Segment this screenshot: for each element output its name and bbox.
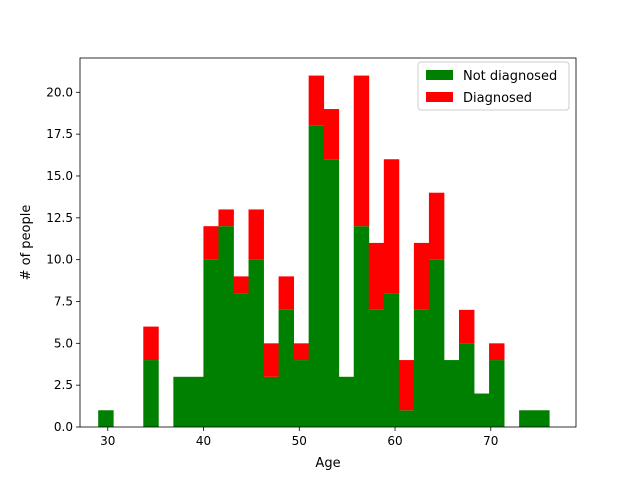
bar-not-diagnosed [398, 410, 415, 427]
axes-frame [79, 57, 577, 428]
y-tick-label: 10.0 [46, 253, 73, 267]
y-tick-label: 17.5 [46, 127, 73, 141]
bar-not-diagnosed [353, 226, 370, 427]
bar-diagnosed [278, 276, 295, 310]
bar-not-diagnosed [233, 293, 249, 427]
bar-diagnosed [293, 343, 310, 361]
y-tick-label: 15.0 [46, 169, 73, 183]
bar-not-diagnosed [248, 259, 264, 427]
x-tick-label: 70 [483, 434, 498, 448]
bar-not-diagnosed [203, 259, 219, 427]
bar-diagnosed [428, 192, 445, 260]
x-axis-ticks: 30 40 50 60 70 [100, 427, 498, 448]
bar-diagnosed [368, 242, 385, 310]
bars-layer [98, 75, 550, 427]
y-axis-label: # of people [19, 205, 34, 281]
legend-box [417, 61, 570, 111]
x-tick-label: 50 [292, 434, 307, 448]
bar-diagnosed [218, 209, 234, 227]
bar-diagnosed [383, 159, 400, 294]
bar-not-diagnosed [534, 410, 550, 427]
bar-diagnosed [203, 226, 219, 260]
x-axis-label: Age [315, 456, 340, 471]
legend-label: Diagnosed [463, 91, 532, 106]
bar-not-diagnosed [458, 343, 475, 427]
bar-diagnosed [263, 343, 279, 377]
bar-not-diagnosed [143, 360, 159, 427]
x-tick-label: 30 [100, 434, 115, 448]
bar-not-diagnosed [173, 376, 189, 427]
bar-diagnosed [323, 109, 340, 160]
bar-diagnosed [233, 276, 249, 294]
bar-not-diagnosed [278, 309, 295, 427]
bar-not-diagnosed [413, 309, 430, 427]
bar-not-diagnosed [218, 226, 234, 427]
bar-not-diagnosed [443, 360, 460, 427]
y-tick-label: 0.0 [54, 420, 73, 434]
y-axis-ticks: 0.0 2.5 5.0 7.5 10.0 12.5 15.0 17.5 20.0 [46, 85, 80, 434]
bar-diagnosed [143, 326, 159, 361]
bar-diagnosed [458, 309, 475, 344]
bar-not-diagnosed [263, 376, 279, 427]
bar-not-diagnosed [519, 410, 535, 427]
bar-not-diagnosed [489, 360, 505, 427]
y-tick-label: 20.0 [46, 85, 73, 99]
bar-diagnosed [398, 360, 415, 411]
legend-label: Not diagnosed [463, 69, 557, 84]
bar-not-diagnosed [428, 259, 445, 427]
y-tick-label: 5.0 [54, 336, 73, 350]
bar-not-diagnosed [98, 410, 114, 427]
bar-diagnosed [248, 209, 264, 260]
bar-not-diagnosed [293, 360, 310, 427]
x-tick-label: 40 [196, 434, 211, 448]
x-tick-label: 60 [387, 434, 402, 448]
bar-not-diagnosed [308, 125, 325, 427]
bar-diagnosed [413, 242, 430, 310]
legend-swatch [426, 92, 453, 102]
legend: Not diagnosed Diagnosed [417, 61, 570, 111]
bar-not-diagnosed [188, 376, 204, 427]
bar-diagnosed [308, 75, 325, 126]
y-tick-label: 7.5 [54, 294, 73, 308]
bar-not-diagnosed [383, 293, 400, 427]
bar-not-diagnosed [323, 159, 340, 427]
bar-diagnosed [353, 75, 370, 227]
bar-not-diagnosed [368, 309, 385, 427]
bar-not-diagnosed [338, 376, 355, 427]
bar-diagnosed [489, 343, 505, 361]
bar-not-diagnosed [474, 393, 490, 427]
y-tick-label: 12.5 [46, 211, 73, 225]
y-tick-label: 2.5 [54, 378, 73, 392]
legend-swatch [426, 70, 453, 80]
